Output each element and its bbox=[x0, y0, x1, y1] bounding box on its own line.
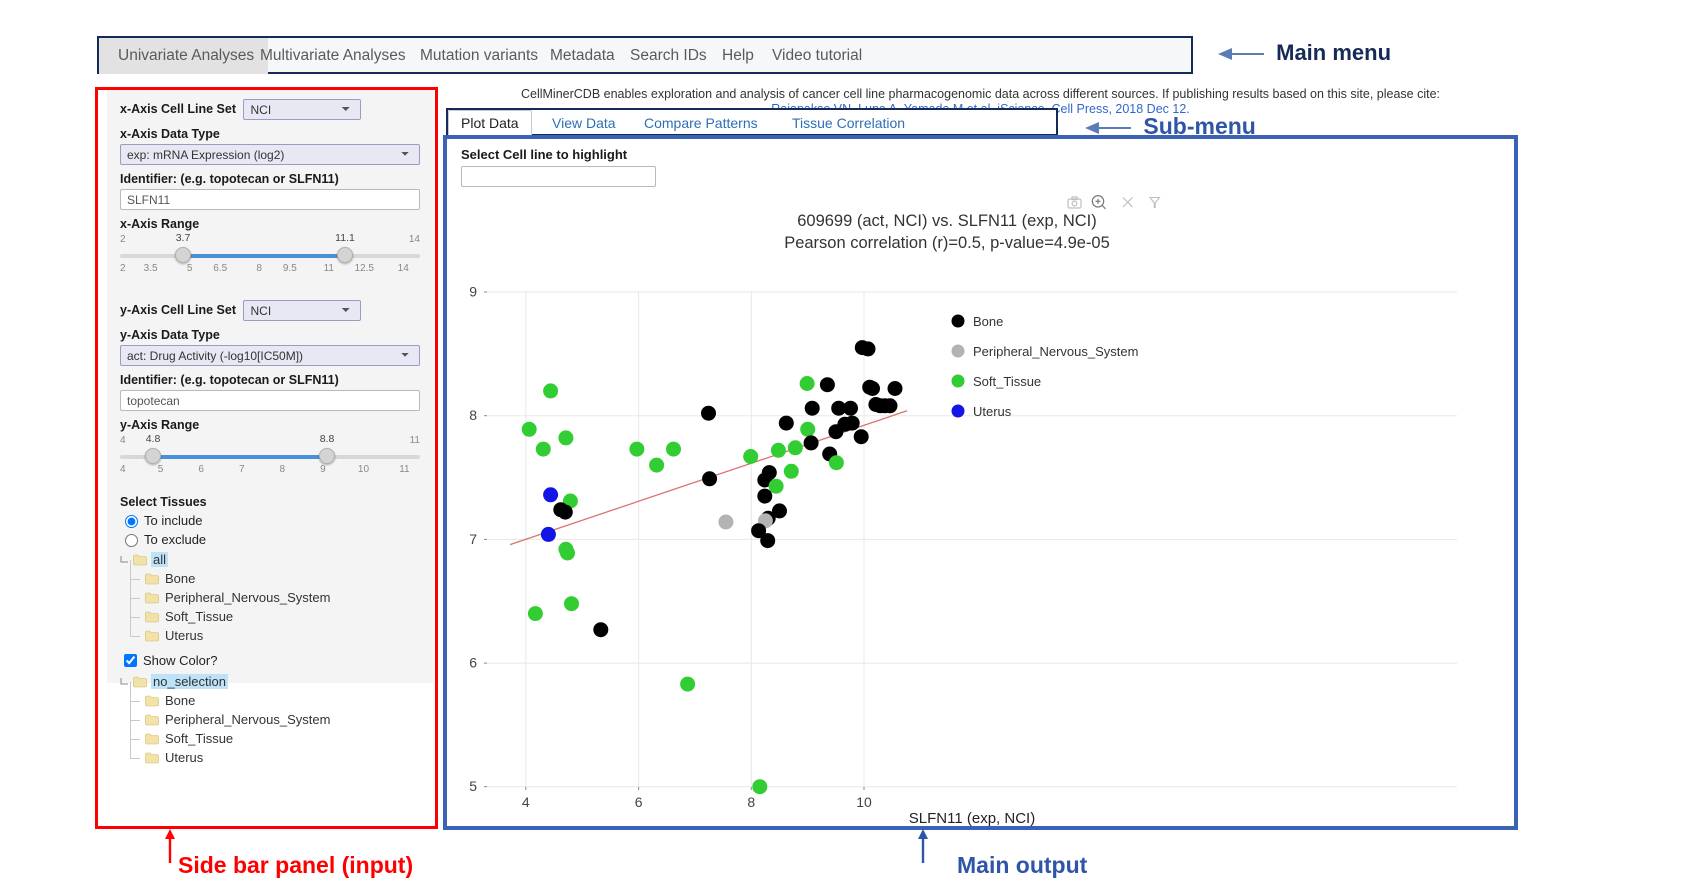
svg-text:9: 9 bbox=[469, 284, 477, 300]
svg-text:6: 6 bbox=[635, 794, 643, 810]
svg-text:Pearson correlation (r)=0.5, p: Pearson correlation (r)=0.5, p-value=4.9… bbox=[784, 234, 1110, 252]
svg-text:609699 (act, NCI) vs. SLFN11 (: 609699 (act, NCI) vs. SLFN11 (exp, NCI) bbox=[797, 212, 1097, 230]
svg-text:Soft_Tissue: Soft_Tissue bbox=[973, 374, 1041, 389]
svg-text:8: 8 bbox=[747, 794, 755, 810]
svg-text:10: 10 bbox=[856, 794, 872, 810]
svg-text:SLFN11 (exp, NCI): SLFN11 (exp, NCI) bbox=[909, 810, 1035, 827]
svg-text:5: 5 bbox=[469, 778, 477, 794]
svg-text:Uterus: Uterus bbox=[973, 404, 1012, 419]
svg-text:8: 8 bbox=[469, 407, 477, 423]
svg-text:4: 4 bbox=[522, 794, 530, 810]
svg-text:6: 6 bbox=[469, 655, 477, 671]
svg-text:Bone: Bone bbox=[973, 314, 1003, 329]
svg-text:Peripheral_Nervous_System: Peripheral_Nervous_System bbox=[973, 344, 1138, 359]
svg-text:7: 7 bbox=[469, 531, 477, 547]
